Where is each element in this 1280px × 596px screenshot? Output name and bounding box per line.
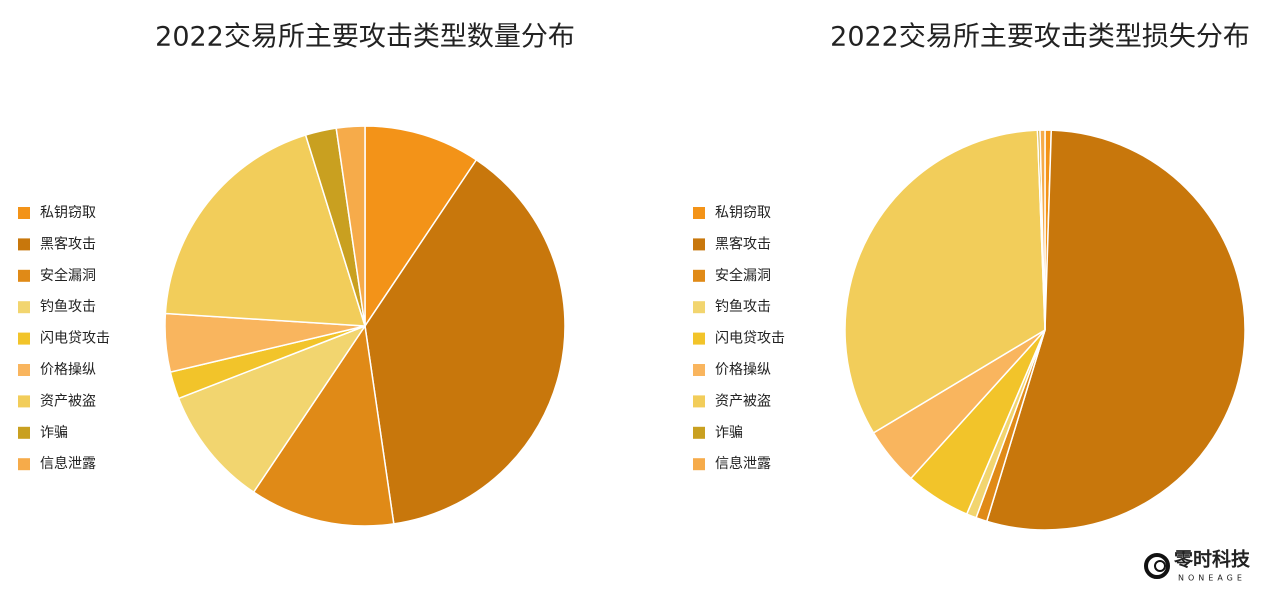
legend-swatch	[18, 426, 30, 439]
legend-label: 钓鱼攻击	[40, 298, 96, 315]
legend-label: 闪电贷攻击	[715, 331, 785, 347]
legend-label: 资产被盗	[40, 393, 96, 409]
legend-swatch	[18, 395, 30, 408]
logo: 零时科技 NONEAGE	[1144, 548, 1251, 583]
pie-slice	[985, 129, 1246, 531]
pie-slice	[252, 323, 395, 527]
pie-slice	[364, 158, 566, 525]
pie-slice	[177, 324, 367, 494]
legend-swatch	[693, 238, 705, 251]
legend-label: 信息泄露	[715, 455, 771, 472]
logo-name: 零时科技	[1173, 548, 1251, 571]
legend-label: 私钥窃取	[715, 205, 771, 221]
pie-slice	[335, 125, 366, 327]
legend-label: 诈骗	[40, 425, 68, 441]
legend-swatch	[18, 458, 30, 471]
legend-label: 闪电贷攻击	[40, 331, 110, 347]
legend-swatch	[18, 332, 30, 345]
chart-title: 2022交易所主要攻击类型损失分布	[830, 22, 1250, 53]
logo-icon	[1144, 553, 1170, 579]
legend-swatch	[18, 301, 30, 314]
legend-label: 资产被盗	[715, 393, 771, 409]
legend-label: 私钥窃取	[40, 205, 96, 221]
legend-swatch	[693, 426, 705, 439]
legend-label: 诈骗	[715, 425, 743, 441]
legend-label: 安全漏洞	[40, 267, 96, 284]
pie-slice	[1039, 129, 1046, 331]
chart-title: 2022交易所主要攻击类型数量分布	[155, 22, 575, 53]
legend-label: 黑客攻击	[40, 235, 96, 252]
logo-sub: NONEAGE	[1178, 574, 1246, 583]
legend-swatch	[693, 301, 705, 314]
legend-swatch	[693, 207, 705, 219]
legend-label: 价格操纵	[40, 362, 96, 378]
legend-swatch	[18, 207, 30, 219]
legend-swatch	[693, 332, 705, 345]
legend-label: 价格操纵	[715, 362, 771, 378]
legend-label: 钓鱼攻击	[715, 298, 771, 315]
pie-slice	[844, 129, 1046, 434]
pie-slice	[164, 134, 367, 327]
legend-label: 黑客攻击	[715, 235, 771, 252]
legend-swatch	[693, 395, 705, 408]
legend-swatch	[18, 238, 30, 251]
legend-swatch	[18, 269, 30, 282]
legend-swatch	[693, 364, 705, 376]
legend-swatch	[18, 364, 30, 376]
logo-icon-inner	[1154, 560, 1166, 572]
legend-swatch	[693, 458, 705, 471]
pie-slice	[364, 125, 478, 329]
legend-label: 信息泄露	[40, 455, 96, 472]
legend-label: 安全漏洞	[715, 267, 771, 284]
legend-swatch	[693, 269, 705, 282]
